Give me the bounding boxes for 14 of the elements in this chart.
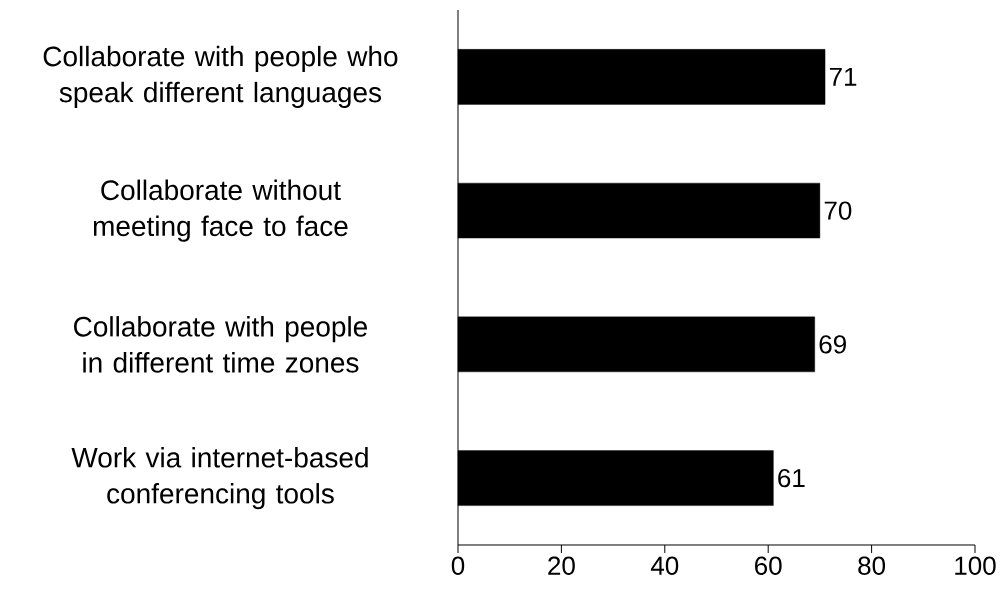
x-tick-label: 20 [548,556,575,575]
x-tick-label: 60 [755,556,782,575]
y-tick-label: Collaborate without meeting face to face [93,179,348,242]
y-tick-label: Work via internet-based conferencing tools [71,447,368,510]
data-label: 71 [829,67,857,86]
y-tick-label: Collaborate with people who speak different languages [43,45,398,108]
x-tick-label: 0 [451,556,465,575]
y-tick-label: Collaborate with people in different time zones [74,316,367,373]
x-tick-label: 100 [955,556,996,575]
x-tick-label: 80 [858,556,886,575]
data-label: 70 [824,201,852,220]
data-label: 61 [778,468,805,488]
x-tick-label: 40 [650,556,679,575]
data-label: 69 [819,335,846,354]
